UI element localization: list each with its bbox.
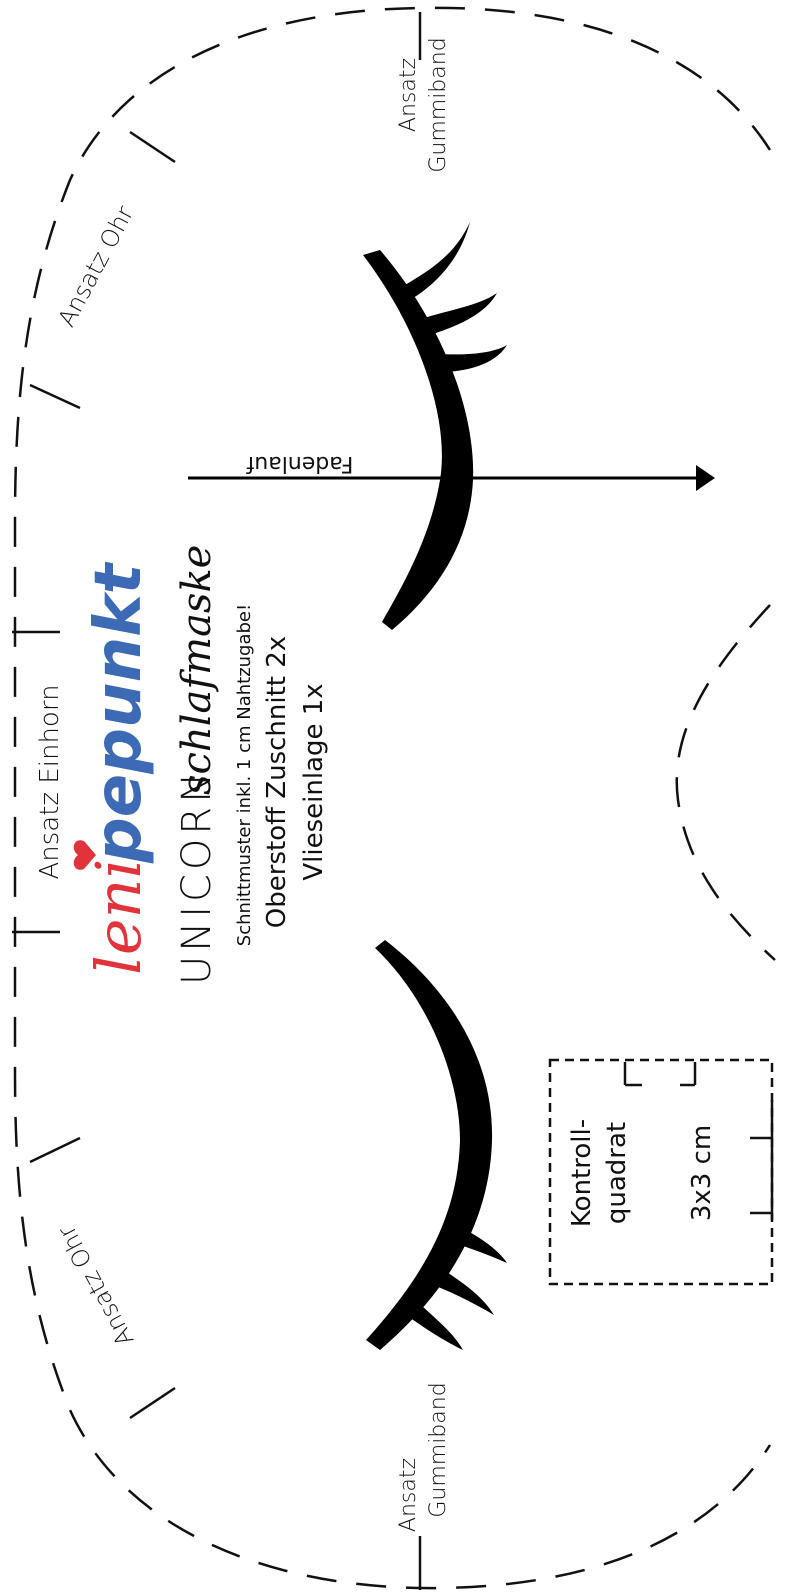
notch-marks [12,12,422,1590]
brand-pepunkt: pepunkt [82,561,156,864]
eyelash-left-icon [366,940,507,1350]
elastic-top-line2: Gummiband [426,37,451,172]
eyelash-right-icon [363,222,507,630]
horn-marker-label: Ansatz Einhorn [35,684,65,879]
grain-arrow-icon [188,465,715,491]
elastic-bottom-line2: Gummiband [426,1382,451,1517]
ear-marker-top-label: Ansatz Ohr [52,201,139,331]
test-square-size: 3x3 cm [687,1125,717,1221]
elastic-top-line1: Ansatz [396,58,421,132]
test-square-ruler-marks [623,1062,774,1220]
brand-leni: leni [82,859,155,975]
elastic-bottom-line1: Ansatz [396,1458,421,1532]
cut-interfacing-instruction: Vlieseinlage 1x [299,683,329,880]
seam-allowance-note: Schnittmuster inkl. 1 cm Nahtzugabe! [234,604,255,946]
heart-icon [73,840,96,870]
cut-fabric-instruction: Oberstoff Zuschnitt 2x [262,636,292,928]
product-prefix: UNICORN [174,769,220,985]
test-square-line1: Kontroll- [567,1119,597,1227]
ear-marker-bottom-label: Ansatz Ohr [52,1221,139,1351]
nose-cut-line [675,604,776,961]
test-square-line2: quadrat [602,1122,632,1224]
product-name: UNICORN schlafmaske [174,545,220,985]
brand-logo: leni pepunkt [73,561,156,975]
test-square: Kontroll- quadrat 3x3 cm [548,1058,774,1286]
grain-label: Fadenlauf [245,451,353,476]
product-script: schlafmaske [174,545,220,795]
